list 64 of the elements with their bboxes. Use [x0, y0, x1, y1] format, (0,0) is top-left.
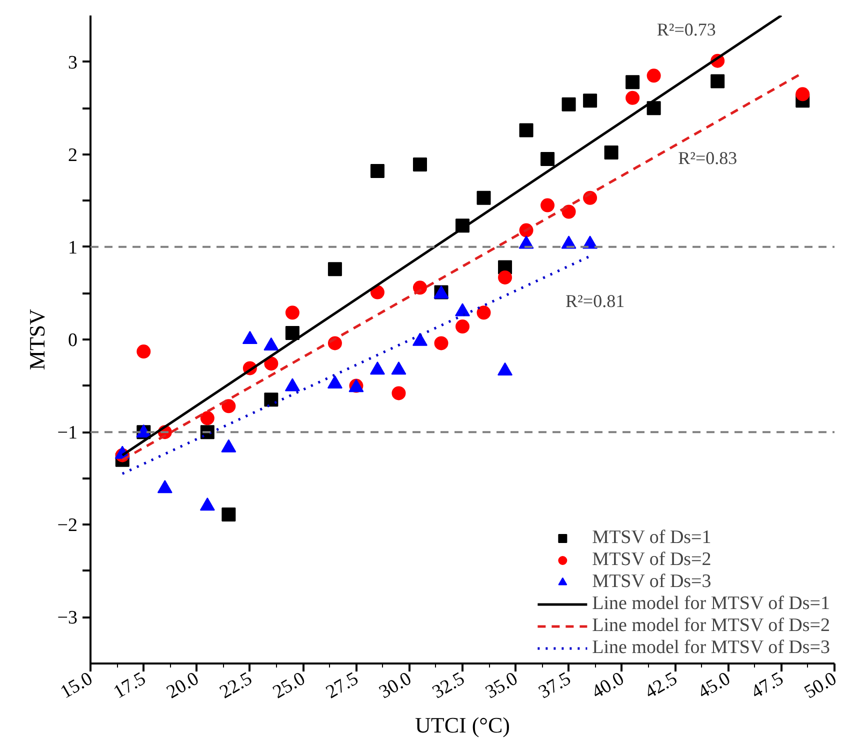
point — [264, 356, 278, 371]
x-tick-label: 20.0 — [163, 668, 203, 704]
point — [285, 326, 300, 340]
point — [476, 190, 491, 205]
legend-label: Line model for MTSV of Ds=1 — [592, 593, 830, 615]
annotation: R²=0.83 — [678, 148, 738, 168]
x-tick-label: 15.0 — [56, 668, 96, 704]
y-tick-label: −3 — [57, 608, 78, 629]
point — [562, 204, 576, 219]
point — [476, 306, 491, 320]
x-tick-label: 47.5 — [748, 668, 788, 704]
point — [583, 94, 598, 108]
point — [412, 158, 427, 172]
legend-label: MTSV of Ds=3 — [592, 571, 712, 593]
point — [626, 90, 640, 105]
x-tick-label: 45.0 — [694, 668, 734, 704]
x-tick-label: 22.5 — [216, 668, 256, 704]
point — [328, 262, 342, 276]
point — [285, 306, 300, 320]
y-axis-title: MTSV — [24, 308, 50, 370]
x-tick-label: 42.5 — [642, 668, 681, 704]
point — [456, 320, 470, 334]
point — [434, 336, 448, 350]
y-tick-label: −2 — [57, 515, 78, 536]
legend-label: MTSV of Ds=1 — [592, 527, 712, 549]
x-tick-label: 30.0 — [376, 668, 416, 704]
point — [200, 411, 214, 426]
legend-label: Line model for MTSV of Ds=2 — [592, 615, 830, 637]
annotation: R²=0.73 — [656, 20, 716, 40]
point — [498, 270, 512, 284]
point — [646, 68, 661, 83]
legend-label: Line model for MTSV of Ds=3 — [592, 637, 830, 659]
point — [136, 344, 151, 359]
x-tick-label: 32.5 — [428, 668, 468, 704]
y-tick-label: 2 — [68, 144, 78, 166]
y-tick-label: −1 — [57, 422, 78, 444]
point — [626, 75, 640, 90]
point — [264, 392, 278, 407]
point — [562, 97, 576, 112]
point — [540, 152, 555, 166]
x-tick-label: 25.0 — [270, 668, 309, 704]
y-tick-label: 1 — [68, 237, 78, 258]
point — [370, 164, 384, 178]
point — [222, 399, 236, 414]
point — [392, 386, 406, 400]
y-tick-label: 3 — [68, 52, 78, 74]
point — [604, 146, 618, 160]
x-axis-title: UTCI (°C) — [415, 712, 510, 738]
x-tick-label: 35.0 — [482, 668, 522, 704]
point — [222, 507, 236, 522]
point — [646, 101, 661, 116]
point — [519, 123, 534, 138]
y-tick-label: 0 — [68, 330, 78, 351]
x-tick-label: 50.0 — [800, 668, 840, 704]
x-tick-label: 40.0 — [588, 668, 628, 704]
point — [796, 87, 810, 102]
annotation: R²=0.81 — [566, 291, 625, 312]
legend-label: MTSV of Ds=2 — [592, 549, 712, 571]
x-tick-label: 37.5 — [535, 668, 575, 704]
point — [710, 74, 725, 88]
point — [370, 285, 384, 300]
x-tick-label: 27.5 — [322, 668, 362, 704]
point — [540, 198, 555, 212]
x-tick-label: 17.5 — [110, 668, 150, 704]
